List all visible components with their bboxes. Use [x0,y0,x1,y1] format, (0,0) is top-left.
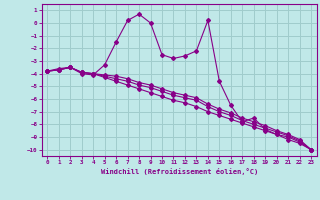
X-axis label: Windchill (Refroidissement éolien,°C): Windchill (Refroidissement éolien,°C) [100,168,258,175]
